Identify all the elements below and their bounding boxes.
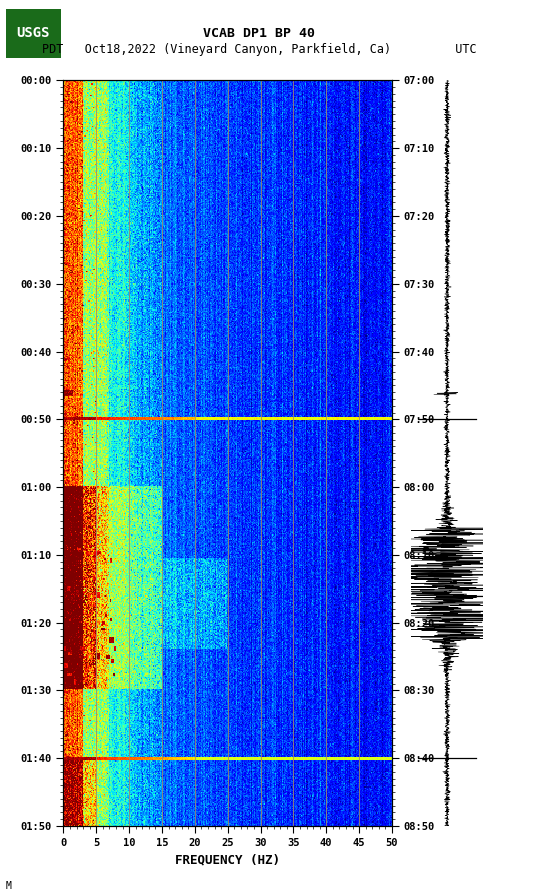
Text: USGS: USGS [17, 27, 50, 40]
Text: M: M [6, 880, 12, 890]
X-axis label: FREQUENCY (HZ): FREQUENCY (HZ) [175, 854, 280, 866]
Text: PDT   Oct18,2022 (Vineyard Canyon, Parkfield, Ca)         UTC: PDT Oct18,2022 (Vineyard Canyon, Parkfie… [42, 43, 477, 55]
Text: VCAB DP1 BP 40: VCAB DP1 BP 40 [204, 27, 315, 39]
